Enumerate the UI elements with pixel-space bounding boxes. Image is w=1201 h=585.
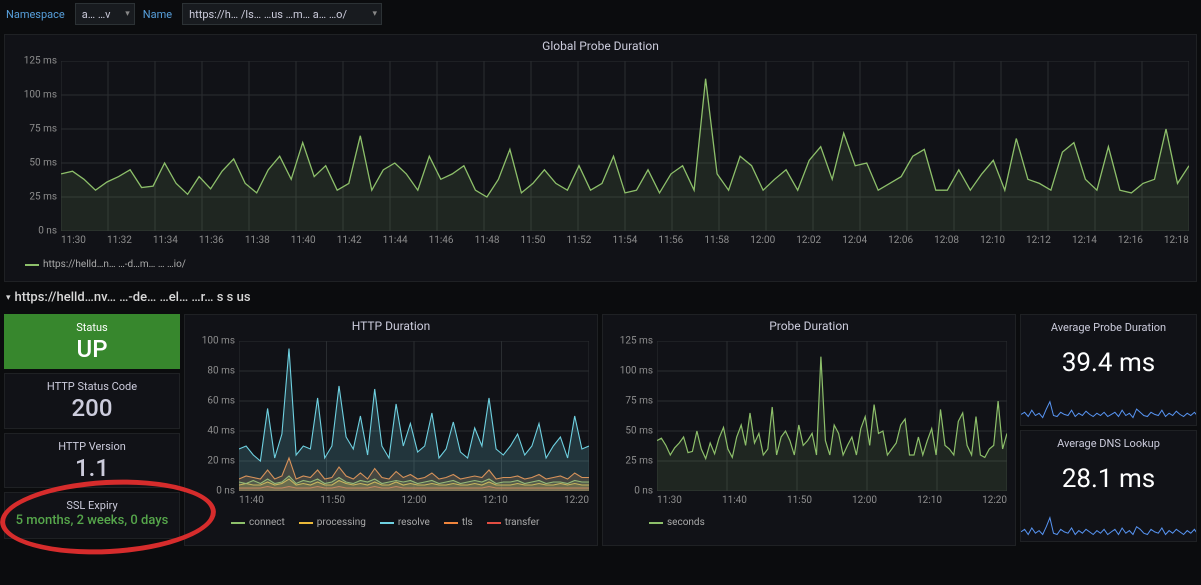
namespace-value: a… …v [82, 8, 111, 21]
http-code-panel[interactable]: HTTP Status Code 200 [4, 373, 180, 428]
http-dur-chart: 0 ns20 ms40 ms60 ms80 ms100 ms 11:4011:5… [191, 341, 591, 541]
status-column: Status UP HTTP Status Code 200 HTTP Vers… [4, 314, 180, 543]
legend-item[interactable]: processing [299, 517, 366, 528]
row-toggle[interactable]: ▾ https://helld…nv… …‑de… …el… …r… s s u… [6, 290, 251, 305]
global-line-chart [61, 61, 1189, 231]
ssl-expiry-panel[interactable]: SSL Expiry 5 months, 2 weeks, 0 days [4, 492, 180, 539]
legend-item[interactable]: transfer [487, 517, 540, 528]
avg-dns-title: Average DNS Lookup [1025, 437, 1192, 450]
avg-probe-title: Average Probe Duration [1025, 321, 1192, 334]
legend-swatch [25, 264, 39, 266]
status-panel[interactable]: Status UP [4, 314, 180, 369]
probe-line-chart [657, 341, 1007, 491]
namespace-select[interactable]: a… …v ▾ [75, 3, 135, 25]
avg-column: Average Probe Duration 39.4 ms Average D… [1020, 314, 1197, 546]
y-axis: 0 ns20 ms40 ms60 ms80 ms100 ms [191, 341, 235, 491]
probe-duration-panel[interactable]: Probe Duration 0 ns25 ms50 ms75 ms100 ms… [602, 314, 1016, 546]
status-title: Status [9, 321, 175, 334]
name-value: https://h… /ls… …us …m… a… …o/ [189, 8, 347, 21]
probe-dur-chart: 0 ns25 ms50 ms75 ms100 ms125 ms 11:3011:… [609, 341, 1009, 541]
ssl-value: 5 months, 2 weeks, 0 days [9, 514, 175, 528]
global-chart: 0 ns25 ms50 ms75 ms100 ms125 ms 11:3011:… [15, 61, 1188, 261]
http-legend: connect processing resolve tls transfer [231, 517, 591, 528]
probe-dur-title: Probe Duration [603, 315, 1015, 335]
variable-bar: Namespace a… …v ▾ Name https://h… /ls… …… [0, 0, 1201, 28]
avg-dns-panel[interactable]: Average DNS Lookup 28.1 ms [1020, 430, 1197, 542]
http-version-panel[interactable]: HTTP Version 1.1 [4, 433, 180, 488]
http-code-title: HTTP Status Code [9, 380, 175, 393]
http-version-title: HTTP Version [9, 440, 175, 453]
global-probe-panel[interactable]: Global Probe Duration 0 ns25 ms50 ms75 m… [4, 34, 1197, 282]
chevron-down-icon: ▾ [373, 9, 378, 19]
x-axis: 11:3011:4011:5012:0012:1012:20 [657, 495, 1007, 506]
global-legend: https://helld…n… …‑d…m… … …io/ [25, 259, 186, 270]
ssl-title: SSL Expiry [9, 499, 175, 512]
http-dur-title: HTTP Duration [185, 315, 597, 335]
name-select[interactable]: https://h… /ls… …us …m… a… …o/ ▾ [182, 3, 382, 25]
chevron-down-icon: ▾ [125, 9, 130, 19]
global-panel-title: Global Probe Duration [5, 35, 1196, 55]
status-value: UP [9, 336, 175, 362]
avg-probe-value: 39.4 ms [1025, 348, 1192, 378]
avg-probe-panel[interactable]: Average Probe Duration 39.4 ms [1020, 314, 1197, 426]
http-code-value: 200 [9, 395, 175, 421]
y-axis: 0 ns25 ms50 ms75 ms100 ms125 ms [15, 61, 57, 231]
legend-item[interactable]: tls [444, 517, 473, 528]
legend-swatch [649, 522, 663, 524]
avg-probe-sparkline [1021, 397, 1197, 425]
name-label: Name [143, 8, 172, 21]
http-version-value: 1.1 [9, 455, 175, 481]
legend-item[interactable]: https://helld…n… …‑d…m… … …io/ [25, 259, 186, 270]
legend-label: seconds [667, 517, 705, 528]
y-axis: 0 ns25 ms50 ms75 ms100 ms125 ms [609, 341, 653, 491]
x-axis: 11:3011:3211:3411:3611:3811:4011:4211:44… [61, 235, 1189, 246]
avg-dns-value: 28.1 ms [1025, 464, 1192, 494]
row-title-text: https://helld…nv… …‑de… …el… …r… s s us [15, 290, 251, 305]
x-axis: 11:4011:5012:0012:1012:20 [239, 495, 589, 506]
http-line-chart [239, 341, 589, 491]
legend-item[interactable]: seconds [649, 517, 705, 528]
namespace-label: Namespace [6, 8, 65, 21]
chevron-down-icon: ▾ [6, 293, 11, 303]
avg-dns-sparkline [1021, 513, 1197, 541]
legend-label: https://helld…n… …‑d…m… … …io/ [43, 259, 186, 270]
probe-legend: seconds [649, 517, 705, 528]
legend-item[interactable]: resolve [380, 517, 430, 528]
http-duration-panel[interactable]: HTTP Duration 0 ns20 ms40 ms60 ms80 ms10… [184, 314, 598, 546]
legend-item[interactable]: connect [231, 517, 285, 528]
